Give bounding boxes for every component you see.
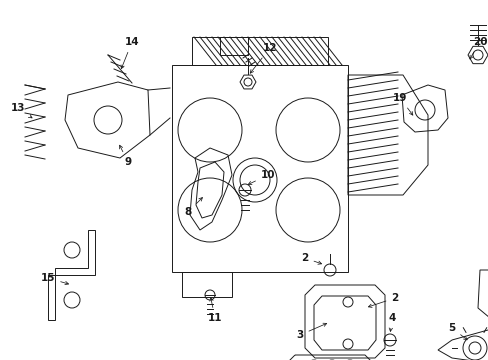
Text: 7: 7	[0, 359, 1, 360]
Text: 2: 2	[301, 253, 321, 264]
Text: 5: 5	[447, 323, 466, 340]
Text: 3: 3	[296, 323, 326, 340]
Text: 13: 13	[11, 103, 32, 118]
Text: 16: 16	[0, 359, 1, 360]
Text: 11: 11	[207, 298, 222, 323]
Text: 14: 14	[121, 37, 139, 69]
Text: 18: 18	[0, 359, 1, 360]
Text: 12: 12	[0, 359, 1, 360]
Text: 19: 19	[392, 93, 412, 115]
Text: 2: 2	[0, 359, 1, 360]
Text: 9: 9	[120, 145, 131, 167]
Text: 15: 15	[41, 273, 68, 285]
Text: 21: 21	[0, 359, 1, 360]
Text: 17: 17	[0, 359, 1, 360]
Text: 6: 6	[0, 359, 1, 360]
Text: 4: 4	[387, 313, 395, 332]
Text: 10: 10	[248, 170, 275, 184]
Text: 20: 20	[469, 37, 486, 59]
Text: 2: 2	[367, 293, 398, 307]
Text: 12: 12	[250, 43, 277, 73]
Text: 1: 1	[0, 359, 1, 360]
Text: 8: 8	[184, 198, 202, 217]
